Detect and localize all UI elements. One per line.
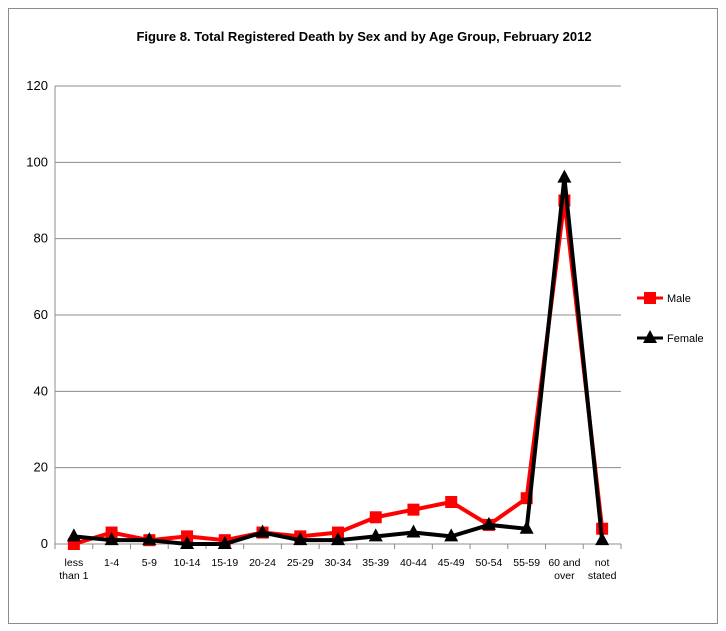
x-tick-label: 1-4 xyxy=(104,557,119,569)
axes xyxy=(54,86,622,549)
series-male xyxy=(67,194,609,550)
legend-marker xyxy=(644,292,656,304)
line-chart: Figure 8. Total Registered Death by Sex … xyxy=(26,29,704,582)
x-tick-label: 10-14 xyxy=(174,557,201,569)
female-point xyxy=(595,532,610,546)
x-tick-label: 35-39 xyxy=(362,557,389,569)
legend: Male Female xyxy=(637,292,704,345)
x-tick-label: 20-24 xyxy=(249,557,276,569)
x-tick-label: 5-9 xyxy=(142,557,157,569)
gridlines xyxy=(55,85,621,469)
female-point xyxy=(444,528,459,542)
female-point xyxy=(557,169,572,183)
x-tick-label: 50-54 xyxy=(476,557,503,569)
x-tick-label: 40-44 xyxy=(400,557,427,569)
x-tick-label: 55-59 xyxy=(513,557,540,569)
y-tick-label: 20 xyxy=(34,460,48,475)
legend-item-female: Female xyxy=(637,330,704,345)
x-tick-label: less than 1 xyxy=(59,557,88,582)
x-tick-label: 60 and over xyxy=(548,557,580,582)
y-tick-label: 40 xyxy=(34,383,48,398)
female-point xyxy=(66,528,81,542)
x-tick-label: 30-34 xyxy=(325,557,352,569)
x-tick-label: 15-19 xyxy=(211,557,238,569)
female-point xyxy=(331,532,345,546)
female-point xyxy=(519,520,534,534)
y-tick-label: 60 xyxy=(34,307,48,322)
legend-label: Male xyxy=(667,293,691,305)
male-point xyxy=(445,496,458,509)
female-point xyxy=(293,532,308,546)
legend-item-male: Male xyxy=(637,292,691,305)
series-lines xyxy=(66,169,610,550)
female-point xyxy=(406,524,421,538)
y-tick-label: 100 xyxy=(26,154,48,169)
female-point xyxy=(368,528,383,542)
x-tick-labels: less than 1 1-4 5-9 10-14 15-19 20-24 25-29 30-3… xyxy=(59,557,616,582)
female-point xyxy=(481,516,496,530)
legend-label: Female xyxy=(667,333,704,345)
legend-marker xyxy=(643,330,657,343)
y-tick-labels: 0 20 40 60 80 100 120 xyxy=(26,78,48,551)
x-tick-label: 45-49 xyxy=(438,557,465,569)
male-point xyxy=(369,511,382,524)
y-tick-label: 120 xyxy=(26,78,48,93)
chart-area: Figure 8. Total Registered Death by Sex … xyxy=(8,8,718,624)
x-tick-label: not stated xyxy=(588,557,617,582)
female-point xyxy=(104,532,119,546)
y-tick-label: 0 xyxy=(41,536,48,551)
female-point xyxy=(255,524,270,538)
female-point xyxy=(217,536,232,549)
x-tick-label: 25-29 xyxy=(287,557,314,569)
chart-title: Figure 8. Total Registered Death by Sex … xyxy=(136,29,591,44)
female-point xyxy=(180,536,195,549)
female-line xyxy=(73,175,605,546)
male-point xyxy=(407,503,420,516)
female-point xyxy=(142,532,157,546)
y-tick-label: 80 xyxy=(34,231,48,246)
series-female xyxy=(66,169,610,549)
